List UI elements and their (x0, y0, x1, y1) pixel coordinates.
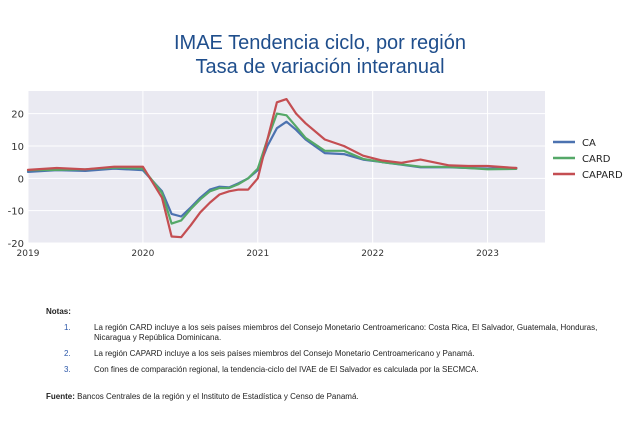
note-number: 3. (64, 365, 71, 374)
notes-list: 1. La región CARD incluye a los seis paí… (46, 323, 606, 375)
note-item: 1. La región CARD incluye a los seis paí… (46, 323, 606, 343)
source-line: Fuente: Bancos Centrales de la región y … (46, 392, 359, 401)
x-tick-label: 2019 (17, 249, 40, 259)
note-number: 2. (64, 349, 71, 358)
y-tick-label: 20 (11, 110, 24, 121)
series-line-capard (26, 97, 518, 239)
source-label: Fuente: (46, 392, 75, 401)
series-line-card (26, 112, 518, 225)
legend-label: CA (582, 138, 596, 149)
x-tick-label: 2021 (246, 249, 269, 259)
y-tick-label: 10 (11, 142, 24, 153)
note-item: 3. Con fines de comparación regional, la… (46, 365, 606, 375)
legend-label: CARD (582, 154, 611, 165)
source-text: Bancos Centrales de la región y el Insti… (77, 392, 359, 401)
note-text: La región CAPARD incluye a los seis país… (94, 349, 475, 358)
chart-title-line-1: IMAE Tendencia ciclo, por región (173, 32, 466, 54)
note-item: 2. La región CAPARD incluye a los seis p… (46, 349, 606, 359)
note-text: Con fines de comparación regional, la te… (94, 365, 479, 374)
note-text: La región CARD incluye a los seis países… (94, 323, 598, 342)
y-tick-label: -20 (8, 239, 24, 250)
x-tick-label: 2022 (361, 249, 384, 259)
x-tick-label: 2023 (476, 249, 499, 259)
notes-heading: Notas: (46, 307, 71, 316)
notes-section: Notas: 1. La región CARD incluye a los s… (46, 307, 606, 381)
y-tick-label: 0 (18, 174, 24, 185)
x-tick-label: 2020 (131, 249, 154, 259)
chart-title-line-2: Tasa de variación interanual (195, 56, 445, 78)
legend-label: CAPARD (582, 170, 623, 181)
y-tick-label: -10 (8, 207, 24, 218)
note-number: 1. (64, 323, 71, 332)
line-chart: -20 -10 0 10 20 2019 2020 2021 2022 2023 CA CARD CAP… (8, 91, 623, 259)
